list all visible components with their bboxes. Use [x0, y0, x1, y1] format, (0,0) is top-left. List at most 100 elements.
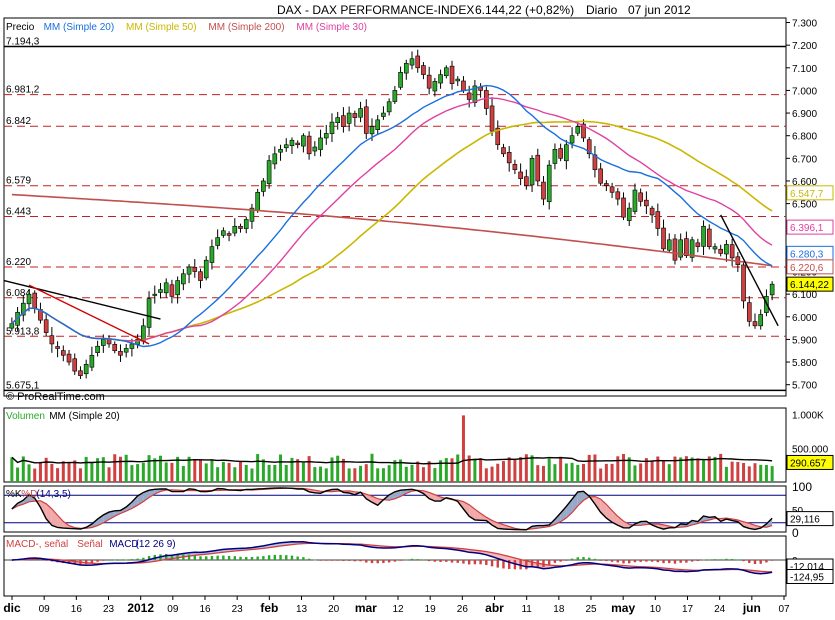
stoch-fill-18	[109, 510, 115, 520]
macd-hist-76	[445, 560, 448, 562]
macd-hist-11	[73, 560, 76, 565]
volume-ma-line	[11, 456, 773, 465]
candle-body-51	[301, 135, 306, 147]
candle-body-105	[609, 186, 615, 193]
candle-body-67	[392, 90, 398, 102]
macd-hist-121	[702, 559, 705, 561]
volume-bar-123	[713, 456, 717, 482]
candle-body-103	[598, 168, 603, 184]
volume-bar-8	[56, 468, 60, 482]
candle-body-27	[163, 282, 169, 294]
volume-bar-14	[90, 462, 94, 482]
macd-hist-60	[353, 560, 357, 562]
candle-body-115	[666, 239, 672, 251]
candle-body-110	[638, 192, 643, 202]
volume-bar-125	[724, 466, 728, 482]
volume-bar-9	[61, 461, 65, 482]
stoch-fill-80	[463, 501, 470, 517]
candle-body-62	[363, 106, 369, 134]
macd-line	[11, 541, 773, 575]
candle-body-108	[626, 207, 632, 221]
candle-body-2	[20, 302, 26, 316]
volume-bar-51	[301, 462, 305, 482]
level-label-1: 6.981,2	[6, 85, 40, 96]
candle-body-119	[689, 239, 695, 258]
macd-hist-101	[588, 557, 591, 560]
macd-hist-37	[222, 555, 225, 560]
candle-body-19	[118, 351, 123, 356]
volume-bar-107	[622, 453, 626, 482]
volume-bar-4	[33, 468, 37, 482]
candle-body-91	[529, 158, 535, 186]
ma20-line	[11, 84, 773, 348]
volume-bar-18	[113, 454, 117, 482]
candle-body-102	[592, 154, 598, 170]
stoch-fill-106	[612, 510, 618, 526]
candle-body-26	[158, 289, 163, 293]
level-label-0: 7.194,3	[6, 36, 40, 47]
volume-bar-112	[650, 460, 654, 482]
candle-body-87	[506, 151, 512, 164]
volume-bar-72	[421, 467, 425, 482]
price-tick-label-15: 5.800	[792, 358, 817, 369]
macd-hist-58	[342, 560, 345, 561]
macd-hist-91	[530, 560, 534, 568]
candle-body-55	[323, 133, 329, 139]
candle-body-63	[369, 126, 375, 135]
volume-bar-89	[519, 457, 523, 482]
macd-hist-110	[639, 560, 642, 562]
stoch-badge-label: 29,116	[790, 515, 820, 526]
macd-hist-28	[170, 554, 174, 560]
stoch-fill-96	[554, 513, 561, 525]
macd-hist-27	[165, 553, 168, 560]
volume-bar-24	[147, 455, 151, 482]
volume-bar-100	[582, 463, 585, 482]
candle-body-8	[55, 346, 60, 349]
stoch-fill-6	[40, 500, 47, 519]
candle-body-42	[249, 207, 255, 222]
candle-body-98	[569, 135, 575, 144]
volume-bar-69	[404, 466, 408, 482]
volume-bar-54	[319, 466, 323, 482]
x-tick-label-4: 2012	[127, 601, 154, 615]
macd-hist-90	[525, 560, 528, 570]
macd-hist-72	[422, 559, 425, 561]
macd-hist-14	[90, 560, 94, 564]
candle-body-49	[289, 139, 295, 147]
macd-hist-17	[107, 559, 111, 561]
price-legend-item-3: MM (Simple 200)	[208, 22, 284, 33]
candle-body-36	[215, 237, 220, 246]
stoch-d-line	[11, 487, 773, 531]
candle-body-93	[541, 181, 546, 200]
candle-body-120	[695, 242, 701, 247]
candle-body-75	[438, 74, 443, 84]
macd-hist-57	[336, 560, 339, 561]
macd-hist-102	[593, 558, 597, 560]
candle-body-59	[346, 112, 352, 124]
volume-bar-101	[587, 454, 591, 482]
macd-hist-88	[513, 560, 517, 570]
candle-body-30	[181, 273, 186, 285]
candle-body-53	[312, 146, 318, 152]
volume-bar-30	[181, 466, 185, 482]
volume-bar-2	[21, 456, 25, 482]
macd-hist-16	[102, 560, 105, 561]
candle-body-69	[403, 62, 409, 74]
volume-bar-117	[679, 457, 683, 482]
macd-hist-62	[365, 560, 368, 563]
macd-hist-43	[256, 556, 259, 560]
candle-body-130	[752, 321, 758, 327]
x-tick-label-18: 25	[585, 604, 597, 615]
candle-body-122	[706, 228, 712, 247]
macd-hist-83	[485, 560, 488, 566]
volume-bar-93	[541, 465, 545, 482]
volume-bar-16	[101, 457, 105, 482]
candle-body-112	[649, 207, 655, 216]
candle-body-94	[546, 164, 552, 202]
stoch-badge	[786, 511, 834, 527]
macd-hist-100	[582, 556, 585, 560]
macd-hist-36	[216, 555, 219, 560]
candle-body-92	[535, 154, 541, 182]
volume-bar-113	[656, 456, 660, 482]
candle-body-50	[295, 142, 300, 146]
